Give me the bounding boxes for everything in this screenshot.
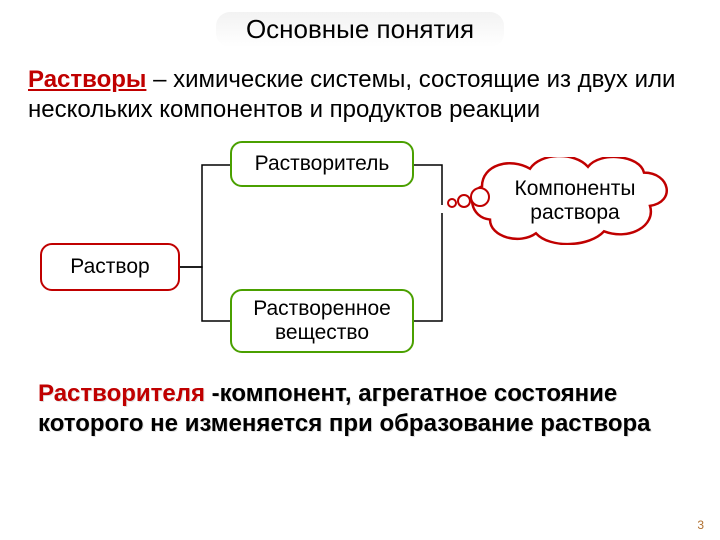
node-components-label: Компоненты раствора bbox=[470, 177, 680, 225]
definition-term: Растворы bbox=[28, 66, 146, 93]
node-components: Компоненты раствора bbox=[470, 157, 680, 245]
page-title: Основные понятия bbox=[216, 12, 504, 47]
node-solute: Растворенное вещество bbox=[230, 289, 414, 353]
slide-number: 3 bbox=[697, 518, 704, 532]
thought-bubble bbox=[447, 198, 457, 208]
footer-definition: Растворителя -компонент, агрегатное сост… bbox=[0, 375, 720, 439]
node-solute-label: Растворенное вещество bbox=[246, 297, 398, 345]
node-solvent: Растворитель bbox=[230, 141, 414, 187]
definition-paragraph: Растворы – химические системы, состоящие… bbox=[0, 47, 720, 125]
footer-lead: Растворителя bbox=[38, 380, 212, 407]
node-solution: Раствор bbox=[40, 243, 180, 291]
thought-bubble bbox=[457, 194, 471, 208]
node-solvent-label: Растворитель bbox=[255, 152, 390, 176]
node-solution-label: Раствор bbox=[70, 255, 149, 279]
diagram-area: Раствор Растворитель Растворенное вещест… bbox=[20, 135, 700, 375]
